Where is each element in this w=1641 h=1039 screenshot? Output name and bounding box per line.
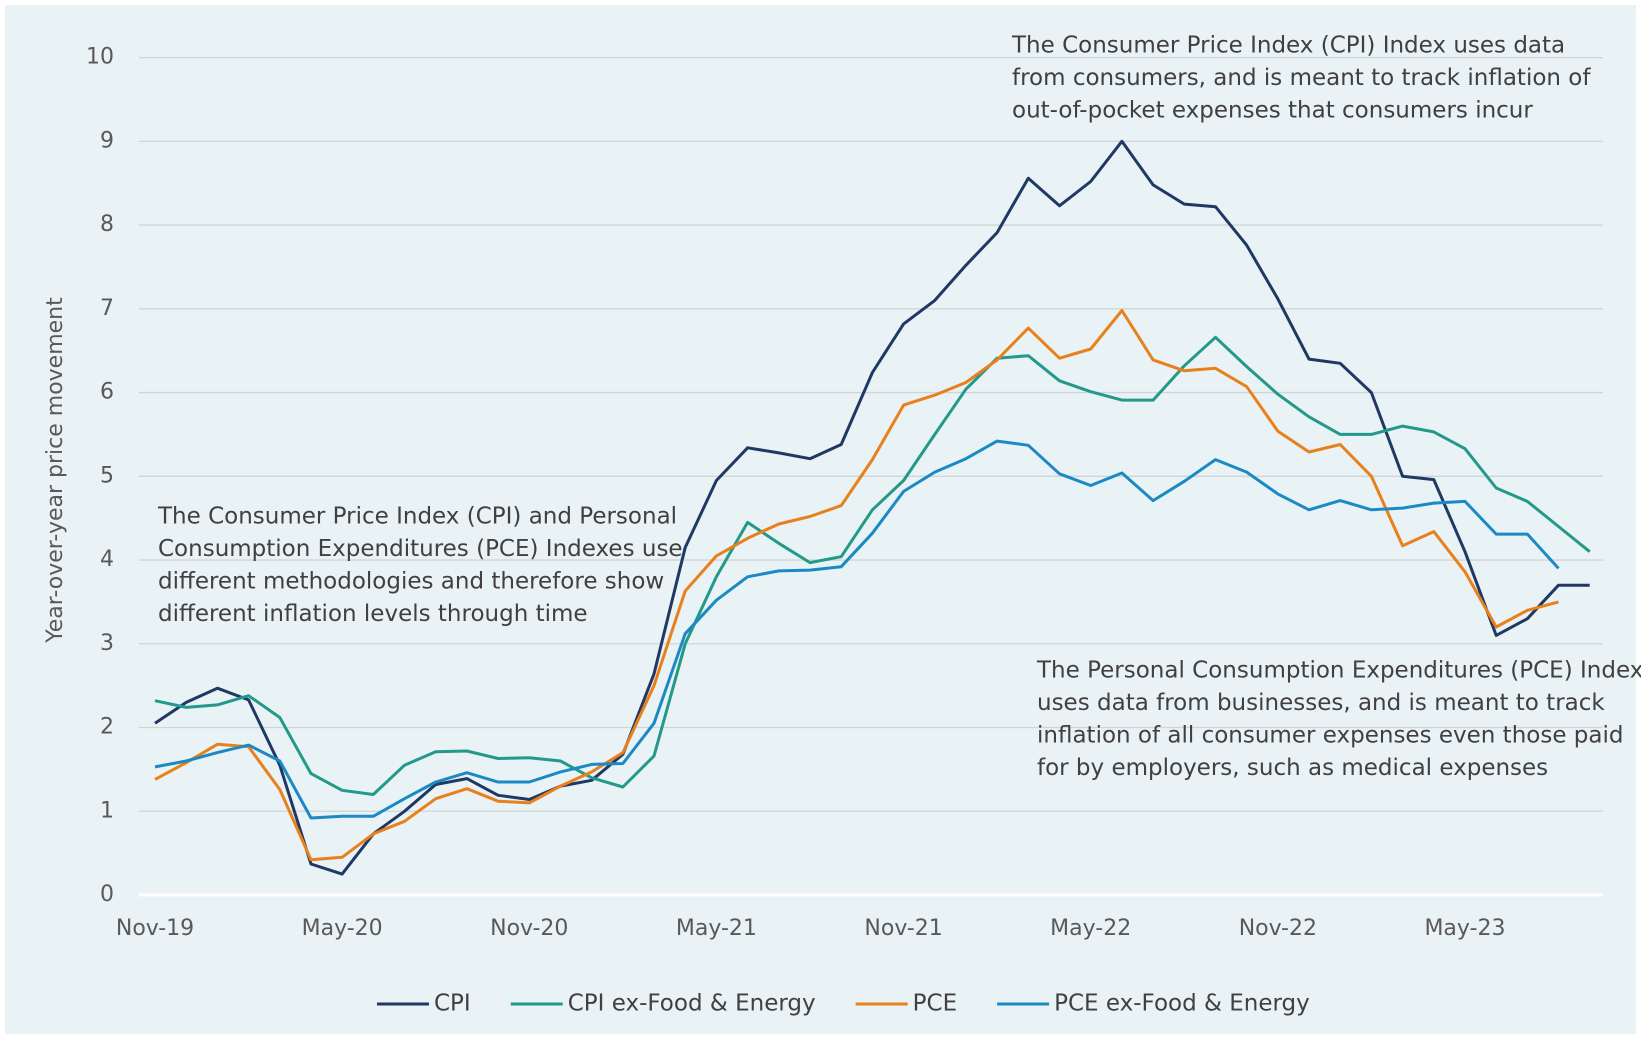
x-tick-label: May-23	[1424, 916, 1505, 941]
annotation: for by employers, such as medical expens…	[1037, 755, 1548, 781]
x-tick-label: May-21	[676, 916, 757, 941]
x-tick-label: Nov-22	[1239, 916, 1317, 941]
annotation: The Personal Consumption Expenditures (P…	[1036, 658, 1641, 684]
annotation: inflation of all consumer expenses even …	[1037, 723, 1623, 749]
y-tick-label: 4	[100, 547, 114, 572]
y-axis-label: Year-over-year price movement	[43, 297, 68, 644]
annotation: The Consumer Price Index (CPI) and Perso…	[157, 504, 677, 530]
chart-background	[5, 5, 1636, 1034]
x-tick-label: Nov-20	[490, 916, 568, 941]
y-tick-label: 8	[100, 212, 114, 237]
x-tick-label: May-22	[1050, 916, 1131, 941]
x-tick-label: May-20	[302, 916, 383, 941]
series-line	[154, 309, 1559, 862]
annotation: out-of-pocket expenses that consumers in…	[1012, 98, 1533, 124]
y-tick-label: 2	[100, 715, 114, 740]
y-tick-label: 9	[100, 128, 114, 153]
legend-label: PCE	[913, 991, 957, 1017]
series-line	[154, 335, 1591, 796]
y-tick-label: 0	[100, 882, 114, 907]
annotation: different methodologies and therefore sh…	[158, 569, 664, 595]
y-tick-label: 1	[100, 798, 114, 823]
annotation: different inflation levels through time	[158, 601, 588, 627]
annotation: The Consumer Price Index (CPI) Index use…	[1011, 33, 1565, 59]
y-tick-label: 5	[100, 463, 114, 488]
series-line	[154, 139, 1590, 876]
x-tick-label: Nov-21	[864, 916, 942, 941]
y-tick-label: 10	[86, 45, 114, 70]
x-tick-label: Nov-19	[116, 916, 194, 941]
legend-label: CPI	[434, 991, 471, 1017]
series-line	[154, 439, 1560, 820]
y-tick-label: 3	[100, 631, 114, 656]
annotation: uses data from businesses, and is meant …	[1037, 690, 1605, 716]
y-tick-label: 7	[100, 296, 114, 321]
annotation: from consumers, and is meant to track in…	[1012, 65, 1591, 91]
y-tick-label: 6	[100, 380, 114, 405]
legend-label: CPI ex-Food & Energy	[568, 991, 816, 1017]
legend-label: PCE ex-Food & Energy	[1054, 991, 1310, 1017]
annotation: Consumption Expenditures (PCE) Indexes u…	[158, 536, 683, 562]
